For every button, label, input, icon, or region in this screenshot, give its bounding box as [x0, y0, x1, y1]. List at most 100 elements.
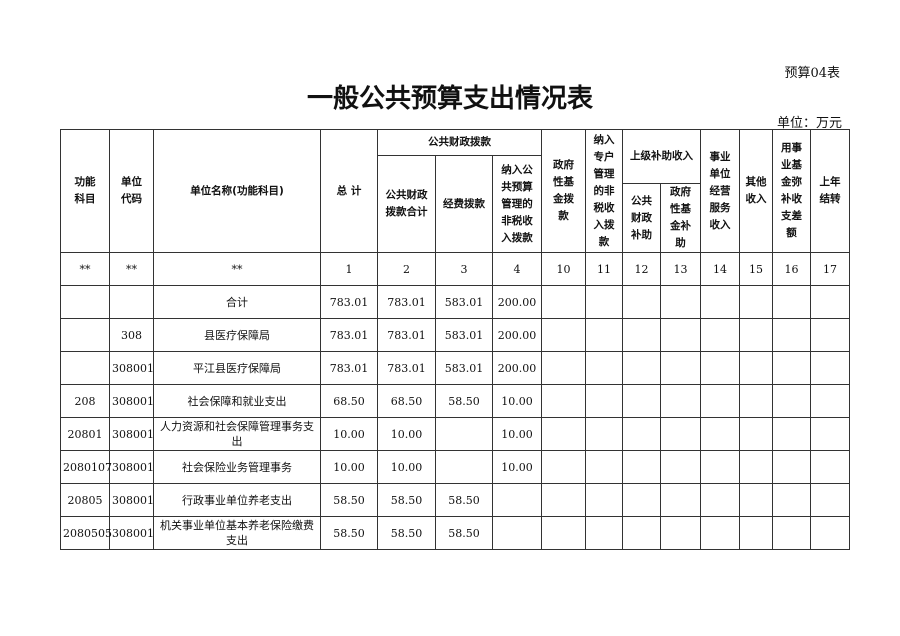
- index-cell: 4: [491, 252, 543, 286]
- table-cell: [700, 285, 741, 319]
- table-cell: 783.01: [320, 318, 378, 352]
- table-cell: [739, 417, 774, 451]
- table-row: 2080107 308001 社会保险业务管理事务 10.00 10.00 10.00: [60, 450, 851, 484]
- index-cell: **: [153, 252, 321, 286]
- table-cell: [585, 417, 624, 451]
- table-cell: [700, 516, 741, 550]
- table-cell: 58.50: [435, 384, 493, 418]
- header-special: 纳入 专户 管理 的非 税收 入拨 款: [585, 129, 624, 253]
- header-upper-gov: 政府 性基 金补 助: [660, 183, 702, 253]
- table-cell: [660, 318, 702, 352]
- table-cell: [772, 516, 812, 550]
- table-cell: [772, 483, 812, 517]
- table-cell: 10.00: [491, 450, 543, 484]
- table-cell: [541, 285, 587, 319]
- table-cell: 2080107: [60, 450, 112, 484]
- table-cell: 10.00: [491, 417, 543, 451]
- table-cell: 社会保险业务管理事务: [153, 450, 321, 484]
- header-fund-diff: 用事 业基 金弥 补收 支差 额: [772, 129, 812, 253]
- table-cell: [810, 450, 851, 484]
- table-cell: [660, 351, 702, 385]
- table-cell: 583.01: [435, 285, 493, 319]
- index-cell: 1: [320, 252, 378, 286]
- table-cell: [660, 516, 702, 550]
- table-cell: [435, 417, 493, 451]
- table-cell: [109, 285, 154, 319]
- table-row: 20805 308001 行政事业单位养老支出 58.50 58.50 58.50: [60, 483, 851, 517]
- table-cell: [541, 450, 587, 484]
- table-cell: [622, 285, 662, 319]
- index-row: ** ** ** 1 2 3 4 10 11 12 13 14 15 16 17: [60, 252, 851, 286]
- table-cell: [491, 483, 543, 517]
- header-upper-public: 公共 财政 补助: [622, 183, 662, 253]
- table-cell: 58.50: [320, 483, 378, 517]
- header-business: 事业 单位 经营 服务 收入: [700, 129, 741, 253]
- table-cell: 人力资源和社会保障管理事务支出: [153, 417, 321, 451]
- table-cell: [700, 483, 741, 517]
- table-cell: 58.50: [435, 483, 493, 517]
- table-cell: [810, 417, 851, 451]
- table-cell: [585, 384, 624, 418]
- table-cell: [585, 516, 624, 550]
- table-cell: [772, 351, 812, 385]
- table-cell: [739, 483, 774, 517]
- table-cell: [739, 516, 774, 550]
- index-cell: 17: [810, 252, 851, 286]
- table-cell: [700, 417, 741, 451]
- table-cell: [622, 516, 662, 550]
- table-row: 208 308001 社会保障和就业支出 68.50 68.50 58.50 10.00: [60, 384, 851, 418]
- table-cell: [541, 318, 587, 352]
- table-cell: [60, 285, 110, 319]
- table-code: 预算04表: [784, 66, 840, 81]
- index-cell: 12: [622, 252, 662, 286]
- index-cell: 11: [585, 252, 624, 286]
- index-cell: 3: [435, 252, 493, 286]
- budget-table: 功能 科目 单位 代码 单位名称(功能科目) 总 计 公共财政拨款 政府 性基 …: [60, 129, 851, 550]
- table-cell: [772, 384, 812, 418]
- index-cell: 16: [772, 252, 812, 286]
- table-cell: 合计: [153, 285, 321, 319]
- table-cell: 平江县医疗保障局: [153, 351, 321, 385]
- table-cell: [585, 351, 624, 385]
- table-cell: [435, 450, 493, 484]
- table-cell: 783.01: [320, 285, 378, 319]
- table-cell: 58.50: [377, 516, 436, 550]
- table-cell: [772, 417, 812, 451]
- table-cell: [622, 351, 662, 385]
- table-cell: [739, 351, 774, 385]
- table-cell: 20805: [60, 483, 110, 517]
- table-cell: [541, 417, 587, 451]
- header-name: 单位名称(功能科目): [153, 129, 321, 253]
- index-cell: 13: [660, 252, 702, 286]
- table-cell: [660, 285, 702, 319]
- table-cell: [585, 450, 624, 484]
- table-cell: 783.01: [320, 351, 378, 385]
- table-row: 2080505 308001 机关事业单位基本养老保险缴费支出 58.50 58.50 5…: [60, 516, 851, 550]
- table-cell: [622, 417, 662, 451]
- table-cell: [622, 483, 662, 517]
- table-cell: [660, 384, 702, 418]
- table-cell: [585, 318, 624, 352]
- table-cell: 783.01: [377, 351, 436, 385]
- table-cell: 行政事业单位养老支出: [153, 483, 321, 517]
- table-cell: [541, 516, 587, 550]
- index-cell: 10: [541, 252, 587, 286]
- header-total: 总 计: [320, 129, 378, 253]
- table-cell: 208: [60, 384, 110, 418]
- table-cell: 308001: [109, 351, 154, 385]
- table-cell: [541, 483, 587, 517]
- table-cell: 308001: [109, 450, 154, 484]
- table-cell: [810, 351, 851, 385]
- table-cell: 58.50: [377, 483, 436, 517]
- table-cell: [772, 318, 812, 352]
- table-cell: [772, 285, 812, 319]
- table-cell: 308: [109, 318, 154, 352]
- index-cell: **: [60, 252, 110, 286]
- table-cell: 783.01: [377, 285, 436, 319]
- table-cell: 308001: [109, 417, 154, 451]
- table-cell: [739, 318, 774, 352]
- table-cell: [60, 351, 110, 385]
- header-func: 功能 科目: [60, 129, 110, 253]
- header-upper: 上级补助收入: [622, 129, 702, 184]
- table-cell: 308001: [109, 384, 154, 418]
